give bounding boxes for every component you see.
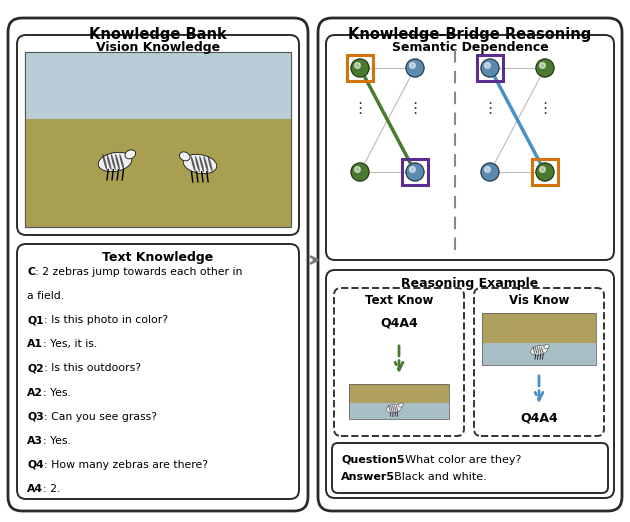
- Text: Text Knowledge: Text Knowledge: [102, 251, 214, 264]
- Text: : Black and white.: : Black and white.: [387, 472, 487, 482]
- Text: a field.: a field.: [27, 291, 64, 301]
- Text: A2: A2: [27, 387, 43, 398]
- FancyBboxPatch shape: [25, 118, 291, 160]
- Text: Q4A4: Q4A4: [520, 411, 558, 424]
- Ellipse shape: [98, 152, 132, 172]
- Text: : Yes, it is.: : Yes, it is.: [43, 339, 97, 349]
- Ellipse shape: [386, 404, 401, 413]
- FancyBboxPatch shape: [17, 35, 299, 235]
- Text: : How many zebras are there?: : How many zebras are there?: [43, 460, 208, 470]
- Circle shape: [410, 167, 415, 172]
- Ellipse shape: [394, 405, 396, 412]
- Text: Answer5: Answer5: [341, 472, 395, 482]
- Text: Q3: Q3: [27, 412, 43, 422]
- Ellipse shape: [537, 347, 539, 354]
- Text: Question5: Question5: [341, 455, 404, 465]
- Circle shape: [484, 63, 490, 68]
- Ellipse shape: [390, 405, 392, 412]
- Circle shape: [536, 163, 554, 181]
- Ellipse shape: [398, 403, 403, 407]
- FancyBboxPatch shape: [349, 384, 449, 419]
- FancyBboxPatch shape: [8, 18, 308, 511]
- Ellipse shape: [115, 154, 120, 170]
- Text: Vision Knowledge: Vision Knowledge: [96, 42, 220, 54]
- FancyBboxPatch shape: [349, 404, 449, 419]
- FancyBboxPatch shape: [25, 118, 291, 227]
- Text: Q2: Q2: [27, 363, 43, 373]
- FancyBboxPatch shape: [25, 160, 291, 227]
- FancyBboxPatch shape: [334, 288, 464, 436]
- FancyBboxPatch shape: [318, 18, 622, 511]
- Ellipse shape: [125, 150, 135, 159]
- Text: Text Know: Text Know: [365, 294, 433, 307]
- Ellipse shape: [195, 156, 200, 172]
- Text: : Yes.: : Yes.: [43, 436, 71, 446]
- Text: Knowledge-Bridge Reasoning: Knowledge-Bridge Reasoning: [348, 28, 592, 42]
- Text: : What color are they?: : What color are they?: [398, 455, 522, 465]
- Circle shape: [536, 59, 554, 77]
- Text: ⋮: ⋮: [408, 101, 423, 115]
- Ellipse shape: [111, 154, 116, 170]
- Ellipse shape: [544, 345, 549, 349]
- Text: Reasoning Example: Reasoning Example: [401, 277, 539, 290]
- Circle shape: [351, 163, 369, 181]
- FancyBboxPatch shape: [25, 52, 291, 118]
- Circle shape: [481, 163, 499, 181]
- Text: : Is this outdoors?: : Is this outdoors?: [43, 363, 140, 373]
- Text: A1: A1: [27, 339, 43, 349]
- Circle shape: [351, 59, 369, 77]
- Text: A3: A3: [27, 436, 43, 446]
- Text: ⋮: ⋮: [352, 101, 368, 115]
- FancyBboxPatch shape: [17, 244, 299, 499]
- Ellipse shape: [539, 347, 541, 354]
- FancyBboxPatch shape: [332, 443, 608, 493]
- Text: : 2 zebras jump towards each other in: : 2 zebras jump towards each other in: [35, 267, 243, 277]
- Ellipse shape: [102, 154, 107, 170]
- Text: : Is this photo in color?: : Is this photo in color?: [43, 315, 168, 325]
- FancyBboxPatch shape: [482, 343, 596, 365]
- Circle shape: [410, 63, 415, 68]
- Ellipse shape: [388, 405, 391, 412]
- Circle shape: [484, 167, 490, 172]
- Circle shape: [355, 63, 360, 68]
- Ellipse shape: [119, 154, 124, 170]
- Ellipse shape: [396, 405, 398, 412]
- Ellipse shape: [541, 347, 544, 354]
- Ellipse shape: [533, 347, 535, 354]
- Text: ⋮: ⋮: [537, 101, 553, 115]
- Ellipse shape: [203, 156, 209, 172]
- Ellipse shape: [199, 156, 204, 172]
- Circle shape: [355, 167, 360, 172]
- Ellipse shape: [183, 155, 217, 174]
- Text: Q1: Q1: [27, 315, 43, 325]
- Ellipse shape: [191, 156, 196, 172]
- Text: Q4: Q4: [27, 460, 43, 470]
- Circle shape: [481, 59, 499, 77]
- Circle shape: [540, 63, 546, 68]
- Text: A4: A4: [27, 484, 43, 494]
- Text: : Can you see grass?: : Can you see grass?: [43, 412, 157, 422]
- Ellipse shape: [106, 154, 112, 170]
- FancyBboxPatch shape: [326, 35, 614, 260]
- Ellipse shape: [180, 152, 190, 161]
- Ellipse shape: [530, 346, 547, 355]
- Text: Knowledge Bank: Knowledge Bank: [89, 28, 227, 42]
- Ellipse shape: [535, 347, 537, 354]
- Text: : 2.: : 2.: [43, 484, 60, 494]
- Circle shape: [406, 163, 424, 181]
- Text: : Yes.: : Yes.: [43, 387, 71, 398]
- FancyBboxPatch shape: [326, 270, 614, 498]
- Ellipse shape: [208, 156, 213, 172]
- Text: Semantic Dependence: Semantic Dependence: [392, 42, 548, 54]
- Circle shape: [406, 59, 424, 77]
- Text: Vis Know: Vis Know: [509, 294, 569, 307]
- FancyBboxPatch shape: [482, 313, 596, 365]
- Text: Q4A4: Q4A4: [380, 316, 418, 329]
- Text: C: C: [27, 267, 35, 277]
- Circle shape: [540, 167, 546, 172]
- Ellipse shape: [392, 405, 394, 412]
- FancyBboxPatch shape: [474, 288, 604, 436]
- Text: ⋮: ⋮: [483, 101, 498, 115]
